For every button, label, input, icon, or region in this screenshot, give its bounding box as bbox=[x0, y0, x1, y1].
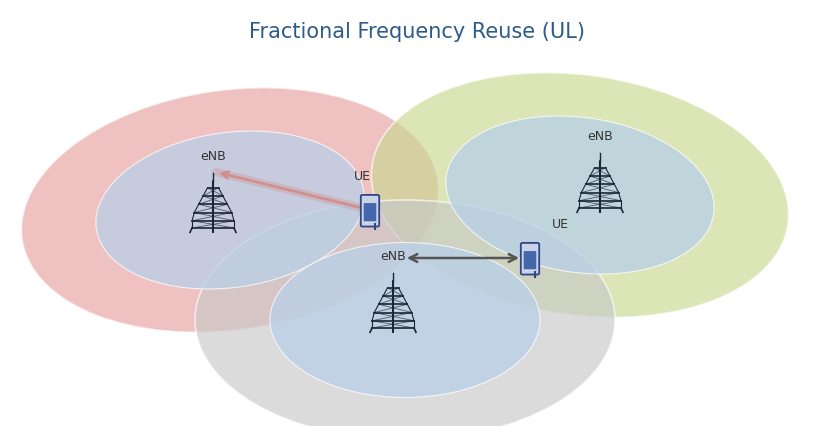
FancyBboxPatch shape bbox=[361, 195, 379, 227]
Ellipse shape bbox=[270, 242, 540, 397]
FancyBboxPatch shape bbox=[364, 203, 377, 221]
Text: eNB: eNB bbox=[200, 150, 226, 163]
Ellipse shape bbox=[96, 131, 364, 289]
Ellipse shape bbox=[195, 200, 615, 426]
FancyBboxPatch shape bbox=[524, 251, 536, 269]
Text: UE: UE bbox=[551, 218, 569, 231]
Text: eNB: eNB bbox=[380, 250, 406, 263]
FancyBboxPatch shape bbox=[521, 243, 539, 274]
Ellipse shape bbox=[22, 88, 438, 332]
Text: Fractional Frequency Reuse (UL): Fractional Frequency Reuse (UL) bbox=[249, 22, 585, 42]
Ellipse shape bbox=[446, 116, 714, 274]
Text: UE: UE bbox=[353, 170, 371, 183]
Ellipse shape bbox=[372, 72, 788, 317]
Text: eNB: eNB bbox=[587, 130, 613, 143]
